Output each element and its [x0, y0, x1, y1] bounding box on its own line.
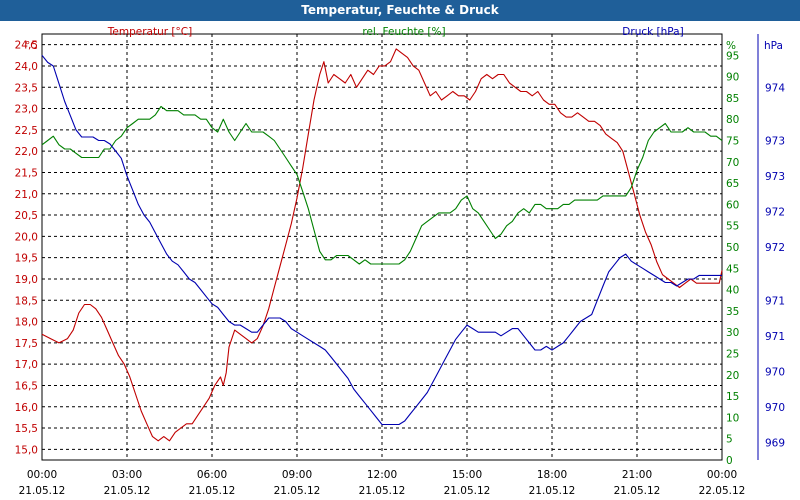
humidity-tick-label: 45	[726, 263, 739, 275]
x-tick-label-time: 21:00	[622, 469, 652, 481]
pressure-tick-label: 971	[765, 331, 785, 343]
temperature-tick-label: 15,5	[15, 423, 38, 435]
humidity-tick-label: 25	[726, 349, 739, 361]
temperature-axis-title: Temperatur [°C]	[107, 26, 192, 38]
x-tick-label-date: 21.05.12	[529, 485, 576, 497]
x-tick-label-time: 00:00	[707, 469, 737, 481]
pressure-tick-label: 970	[765, 366, 785, 378]
humidity-tick-label: 15	[726, 391, 739, 403]
pressure-tick-label: 970	[765, 402, 785, 414]
humidity-tick-label: 10	[726, 412, 739, 424]
x-tick-label-date: 22.05.12	[699, 485, 746, 497]
humidity-tick-label: 85	[726, 93, 739, 105]
humidity-tick-label: 90	[726, 72, 739, 84]
temperature-tick-label: 22,5	[15, 125, 38, 137]
temperature-tick-label: 19,0	[15, 274, 38, 286]
x-tick-label-date: 21.05.12	[19, 485, 66, 497]
x-tick-label-date: 21.05.12	[274, 485, 321, 497]
humidity-tick-label: 65	[726, 178, 739, 190]
pressure-tick-label: 972	[765, 207, 785, 219]
pressure-tick-label: 973	[765, 171, 785, 183]
temperature-tick-label: 18,5	[15, 295, 38, 307]
x-tick-label-time: 00:00	[27, 469, 57, 481]
window-title: Temperatur, Feuchte & Druck	[0, 0, 800, 21]
pressure-tick-label: 972	[765, 242, 785, 254]
temperature-tick-label: 18,0	[15, 317, 38, 329]
x-tick-label-date: 21.05.12	[104, 485, 151, 497]
humidity-tick-label: 35	[726, 306, 739, 318]
pressure-unit-label: hPa	[764, 40, 783, 52]
x-tick-label-time: 03:00	[112, 469, 142, 481]
temperature-tick-label: 24,0	[15, 61, 38, 73]
x-tick-label-time: 15:00	[452, 469, 482, 481]
x-tick-label-date: 21.05.12	[359, 485, 406, 497]
temperature-tick-label: 23,0	[15, 104, 38, 116]
temperature-tick-label: 19,5	[15, 253, 38, 265]
humidity-line	[41, 105, 723, 265]
temperature-tick-label: 16,5	[15, 380, 38, 392]
pressure-line	[41, 54, 722, 426]
temperature-tick-label: 17,0	[15, 359, 38, 371]
humidity-unit-label: %	[726, 40, 736, 52]
humidity-tick-label: 75	[726, 136, 739, 148]
humidity-tick-label: 70	[726, 157, 739, 169]
x-tick-label-date: 21.05.12	[614, 485, 661, 497]
x-tick-label-time: 18:00	[537, 469, 567, 481]
temperature-unit-label: °C	[25, 40, 38, 52]
humidity-tick-label: 20	[726, 370, 739, 382]
temperature-tick-label: 23,5	[15, 82, 38, 94]
humidity-tick-label: 50	[726, 242, 739, 254]
humidity-tick-label: 30	[726, 327, 739, 339]
humidity-tick-label: 95	[726, 50, 739, 62]
temperature-tick-label: 21,5	[15, 167, 38, 179]
pressure-tick-label: 971	[765, 295, 785, 307]
pressure-tick-label: 974	[765, 82, 785, 94]
pressure-tick-label: 973	[765, 136, 785, 148]
humidity-tick-label: 0	[726, 455, 733, 467]
temperature-tick-label: 20,0	[15, 231, 38, 243]
temperature-line	[41, 48, 723, 442]
temperature-tick-label: 20,5	[15, 210, 38, 222]
temperature-tick-label: 21,0	[15, 189, 38, 201]
temperature-tick-label: 16,0	[15, 402, 38, 414]
temperature-tick-label: 17,5	[15, 338, 38, 350]
humidity-tick-label: 40	[726, 285, 739, 297]
humidity-tick-label: 55	[726, 221, 739, 233]
x-tick-label-date: 21.05.12	[444, 485, 491, 497]
humidity-tick-label: 60	[726, 199, 739, 211]
pressure-axis-title: Druck [hPa]	[622, 26, 683, 38]
pressure-tick-label: 969	[765, 437, 785, 449]
x-tick-label-time: 06:00	[197, 469, 227, 481]
temperature-tick-label: 24,5	[15, 40, 38, 52]
x-tick-label-time: 12:00	[367, 469, 397, 481]
humidity-axis-title: rel. Feuchte [%]	[362, 26, 445, 38]
temperature-tick-label: 15,0	[15, 444, 38, 456]
x-tick-label-time: 09:00	[282, 469, 312, 481]
temperature-tick-label: 22,0	[15, 146, 38, 158]
x-tick-label-date: 21.05.12	[189, 485, 236, 497]
humidity-tick-label: 80	[726, 114, 739, 126]
humidity-tick-label: 5	[726, 434, 733, 446]
